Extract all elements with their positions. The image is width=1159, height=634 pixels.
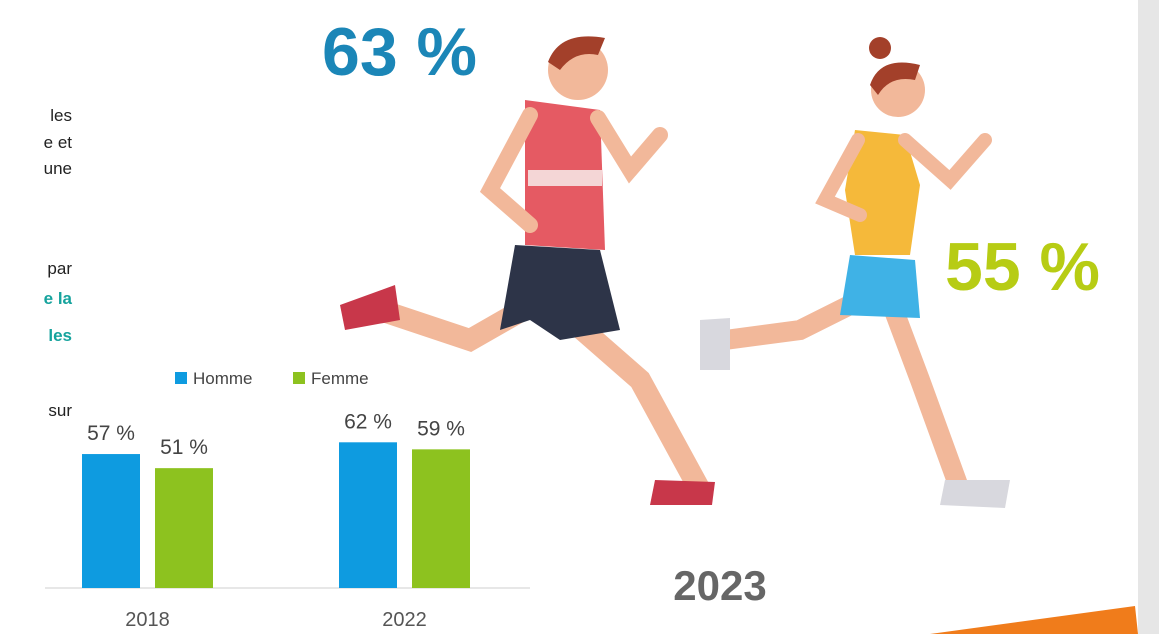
legend-swatch (175, 372, 187, 384)
male-runner (340, 36, 715, 505)
year-label: 2023 (673, 562, 766, 609)
legend-label: Homme (193, 369, 253, 388)
value-label: 57 % (87, 422, 135, 445)
text-fragment: e et (44, 133, 73, 152)
value-label: 62 % (344, 410, 392, 433)
text-fragment: les (48, 326, 72, 345)
text-fragment: une (44, 159, 72, 178)
bar (155, 468, 213, 588)
x-tick-label: 2018 (125, 609, 170, 631)
legend-label: Femme (311, 369, 369, 388)
slide: les e et une par e la les sur 63 % 55 % … (0, 0, 1159, 634)
text-fragment: sur (48, 401, 72, 420)
legend-swatch (293, 372, 305, 384)
value-label: 59 % (417, 417, 465, 440)
bar (82, 454, 140, 588)
swoosh (930, 606, 1138, 634)
men-highlight: 63 % (322, 14, 477, 90)
bar (339, 442, 397, 588)
side-strip (1138, 0, 1159, 634)
value-label: 51 % (160, 436, 208, 459)
x-tick-label: 2022 (382, 609, 427, 631)
text-fragment: e la (44, 289, 73, 308)
text-fragment: par (47, 259, 72, 278)
text-fragment: les (50, 106, 72, 125)
page: les e et une par e la les sur 63 % 55 % … (0, 0, 1159, 634)
bar (412, 449, 470, 588)
women-highlight: 55 % (945, 229, 1100, 305)
